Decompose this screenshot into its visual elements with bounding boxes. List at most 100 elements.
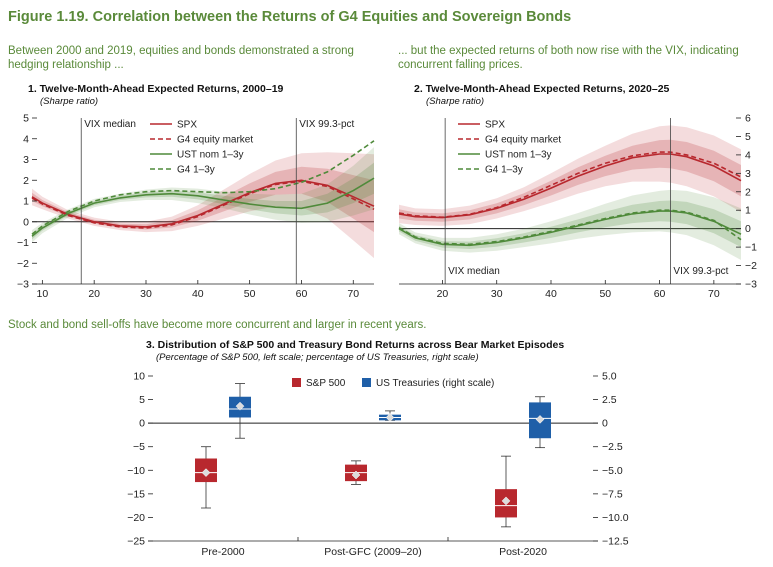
y-tick-label-left: 5 [139,394,145,406]
y-tick-label: 0 [745,223,751,235]
series-line-g4-1-3y [31,140,375,235]
y-tick-label: −3 [17,279,29,291]
y-tick-label: 4 [745,149,751,161]
series-line-ust-nom-1-3y [398,210,742,247]
confidence-band-ust-nom-1-3y [399,189,741,260]
legend-label: US Treasuries (right scale) [376,378,494,389]
y-tick-label-left: −5 [133,441,145,453]
box-iqr [529,402,551,439]
y-tick-label: 1 [745,205,751,217]
y-tick-label: −1 [745,242,757,254]
legend-label: UST nom 1–3y [177,150,244,161]
lead-text-right: ... but the expected returns of both now… [398,45,739,71]
legend-swatch [292,378,301,387]
y-tick-label-left: 10 [133,371,145,383]
confidence-band-ust-nom-1-3y [399,200,741,249]
x-tick-label: 20 [88,288,100,300]
y-tick-label: 3 [745,168,751,180]
confidence-band-ust-nom-1-3y [32,147,374,243]
legend-label: G4 equity market [177,135,253,146]
y-tick-label: 5 [745,131,751,143]
legend-swatch [362,378,371,387]
y-tick-label-right: −7.5 [602,488,623,500]
box-mean-marker [201,468,211,477]
y-tick-label: 5 [23,113,29,125]
y-tick-label-left: −20 [127,512,145,524]
y-tick-label: 6 [745,113,751,125]
y-tick-label-right: −5.0 [602,465,623,477]
y-tick-label: −2 [745,260,757,272]
y-tick-label: −1 [17,237,29,249]
box-iqr [345,464,367,482]
category-label: Post-2020 [499,546,547,558]
lead-text-left: Between 2000 and 2019, equities and bond… [8,45,354,71]
box-mean-marker [501,496,511,506]
confidence-band-spx [32,152,374,259]
panel2-title: 2. Twelve-Month-Ahead Expected Returns, … [414,83,670,95]
vix-marker-label: VIX median [448,266,500,277]
legend-label: SPX [485,120,505,131]
legend-label: S&P 500 [306,378,346,389]
confidence-band-spx [399,139,741,222]
x-tick-label: 10 [37,288,49,300]
x-tick-label: 40 [192,288,204,300]
x-tick-label: 70 [347,288,359,300]
panel1-subtitle: (Sharpe ratio) [40,96,99,107]
series-line-ust-nom-1-3y [31,177,375,237]
vix-marker-label: VIX 99.3-pct [299,119,354,130]
box-iqr [495,489,517,518]
box-mean-marker [351,470,361,480]
box-mean-marker [535,415,545,424]
legend-label: G4 equity market [485,135,561,146]
panel3-title: 3. Distribution of S&P 500 and Treasury … [146,339,565,351]
vix-marker-label: VIX 99.3-pct [673,266,728,277]
y-tick-label: −3 [745,279,757,291]
y-tick-label: 0 [23,216,29,228]
panel2-subtitle: (Sharpe ratio) [426,96,485,107]
y-tick-label: 3 [23,154,29,166]
y-tick-label-left: −10 [127,465,145,477]
series-line-g4-equity-market [398,151,742,219]
x-tick-label: 70 [708,288,720,300]
series-line-spx [31,179,375,228]
y-tick-label-left: 0 [139,418,145,430]
x-tick-label: 30 [491,288,503,300]
panel1-title: 1. Twelve-Month-Ahead Expected Returns, … [28,83,284,95]
vix-marker-label: VIX median [84,119,136,130]
category-label: Pre-2000 [201,546,244,558]
x-tick-label: 20 [437,288,449,300]
y-tick-label: −2 [17,258,29,270]
legend-label: UST nom 1–3y [485,150,552,161]
y-tick-label-right: 5.0 [602,371,617,383]
box-iqr [229,396,251,418]
confidence-band-ust-nom-1-3y [32,162,374,240]
confidence-band-spx [32,166,374,233]
x-tick-label: 50 [599,288,611,300]
box-mean-marker [235,401,245,411]
x-tick-label: 60 [654,288,666,300]
x-tick-label: 30 [140,288,152,300]
legend-label: G4 1–3y [485,165,523,176]
y-tick-label-right: 0 [602,418,608,430]
confidence-band-spx [399,125,741,226]
y-tick-label-right: −2.5 [602,441,623,453]
y-tick-label: 1 [23,196,29,208]
panel3-subtitle: (Percentage of S&P 500, left scale; perc… [156,352,479,363]
box-iqr [195,458,217,483]
series-line-spx [398,153,742,219]
category-label: Post-GFC (2009–20) [324,546,421,558]
y-tick-label-left: −15 [127,488,145,500]
box-iqr [379,414,401,421]
y-tick-label-right: 2.5 [602,394,617,406]
legend-label: SPX [177,120,197,131]
y-tick-label-left: −25 [127,536,145,548]
box-mean-marker [385,413,395,422]
y-tick-label: 2 [23,175,29,187]
y-tick-label: 4 [23,133,29,145]
series-line-g4-1-3y [398,209,742,246]
y-tick-label: 2 [745,186,751,198]
x-tick-label: 60 [296,288,308,300]
x-tick-label: 50 [244,288,256,300]
legend-label: G4 1–3y [177,165,215,176]
figure-title: Figure 1.19. Correlation between the Ret… [8,9,572,25]
